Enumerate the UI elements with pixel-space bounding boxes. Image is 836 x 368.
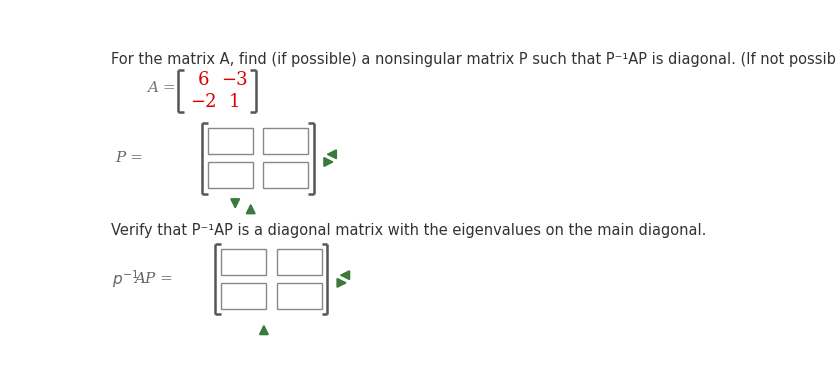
Text: 1: 1 [228,92,239,110]
Text: AP =: AP = [134,272,173,286]
Text: −2: −2 [190,92,216,110]
Text: A =: A = [147,81,176,95]
Text: −3: −3 [221,71,247,89]
Text: 6: 6 [197,71,208,89]
Text: $p^{-1}$: $p^{-1}$ [112,268,140,290]
Bar [221,249,266,275]
Bar [277,249,321,275]
Text: Verify that P⁻¹AP is a diagonal matrix with the eigenvalues on the main diagonal: Verify that P⁻¹AP is a diagonal matrix w… [110,223,706,238]
Bar [221,283,266,309]
Text: P =: P = [115,151,143,165]
Bar [263,128,308,154]
Bar [263,162,308,188]
Bar [207,162,252,188]
Text: For the matrix A, find (if possible) a nonsingular matrix P such that P⁻¹AP is d: For the matrix A, find (if possible) a n… [110,52,836,67]
Bar [277,283,321,309]
Bar [207,128,252,154]
